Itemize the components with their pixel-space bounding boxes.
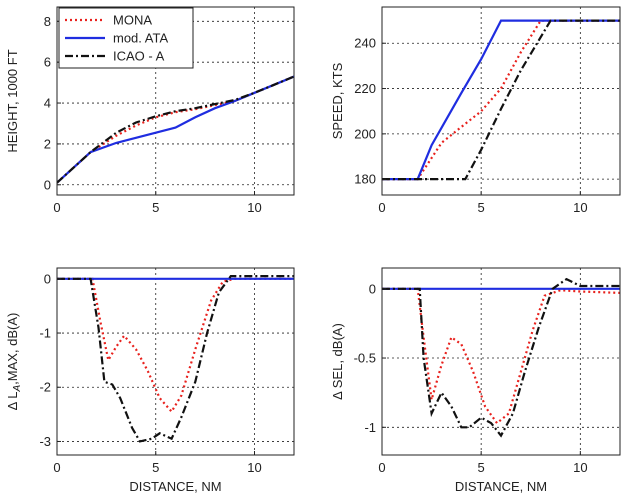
chart-panel-4: 0 5 10 -1 -0.5 0 DISTANCE, NM Δ SEL, dB(A) [330, 267, 621, 494]
tick-label-y: 8 [44, 14, 51, 29]
axes-frame [381, 6, 621, 196]
x-axis-label: DISTANCE, NM [129, 479, 221, 494]
series-line-icao-a [57, 75, 294, 184]
tick-label-x: 0 [378, 200, 385, 215]
series-line-icao-a [382, 19, 620, 181]
tick-label-x: 10 [247, 200, 261, 215]
tick-label-x: 5 [152, 200, 159, 215]
tick-label-x: 5 [478, 460, 485, 475]
tick-label-y: 0 [44, 271, 51, 286]
tick-label-y: 6 [44, 55, 51, 70]
tick-label-x: 5 [478, 200, 485, 215]
tick-label-x: 0 [378, 460, 385, 475]
tick-label-x: 5 [152, 460, 159, 475]
tick-label-y: -2 [39, 380, 51, 395]
chart-panel-3: 0 5 10 -3 -2 -1 0 DISTANCE, NM Δ LA,MAX, dB(A) [5, 267, 295, 494]
legend: MONA mod. ATA ICAO - A [58, 7, 194, 69]
tick-label-y: 180 [354, 172, 376, 187]
tick-label-y: 220 [354, 81, 376, 96]
y-axis-label: Δ LA,MAX, dB(A) [5, 313, 23, 411]
tick-label-y: 2 [44, 136, 51, 151]
tick-label-y: -1 [364, 420, 376, 435]
tick-label-y: 240 [354, 36, 376, 51]
axes-frame [381, 267, 621, 456]
series-line-mona [382, 287, 620, 425]
chart-panel-1: 0 5 10 0 2 4 6 8 HEIGHT, 1000 FT MONA mod. ATA ICAO… [5, 6, 295, 215]
tick-label-y: 0 [369, 281, 376, 296]
tick-label-y: -0.5 [354, 351, 376, 366]
tick-label-y: 200 [354, 126, 376, 141]
series-line-mona [382, 19, 620, 181]
tick-label-y: -1 [39, 326, 51, 341]
axes-frame [56, 267, 295, 456]
legend-label: ICAO - A [113, 49, 165, 64]
tick-label-x: 0 [53, 200, 60, 215]
legend-label: MONA [113, 13, 152, 28]
legend-box [58, 7, 194, 69]
tick-label-x: 0 [53, 460, 60, 475]
tick-label-x: 10 [573, 200, 587, 215]
x-axis-label: DISTANCE, NM [455, 479, 547, 494]
tick-label-y: 4 [44, 96, 51, 111]
chart-panel-2: 0 5 10 180 200 220 240 SPEED, KTS [330, 6, 621, 215]
axes-frame [56, 6, 295, 196]
series-line-icao-a [57, 275, 294, 443]
tick-label-y: -3 [39, 434, 51, 449]
tick-label-x: 10 [247, 460, 261, 475]
tick-label-y: 0 [44, 177, 51, 192]
legend-label: mod. ATA [113, 31, 168, 46]
y-axis-label: HEIGHT, 1000 FT [5, 49, 20, 152]
y-axis-label: Δ SEL, dB(A) [330, 323, 345, 400]
series-line-icao-a [382, 277, 620, 438]
tick-label-x: 10 [573, 460, 587, 475]
y-axis-label: SPEED, KTS [330, 62, 345, 139]
